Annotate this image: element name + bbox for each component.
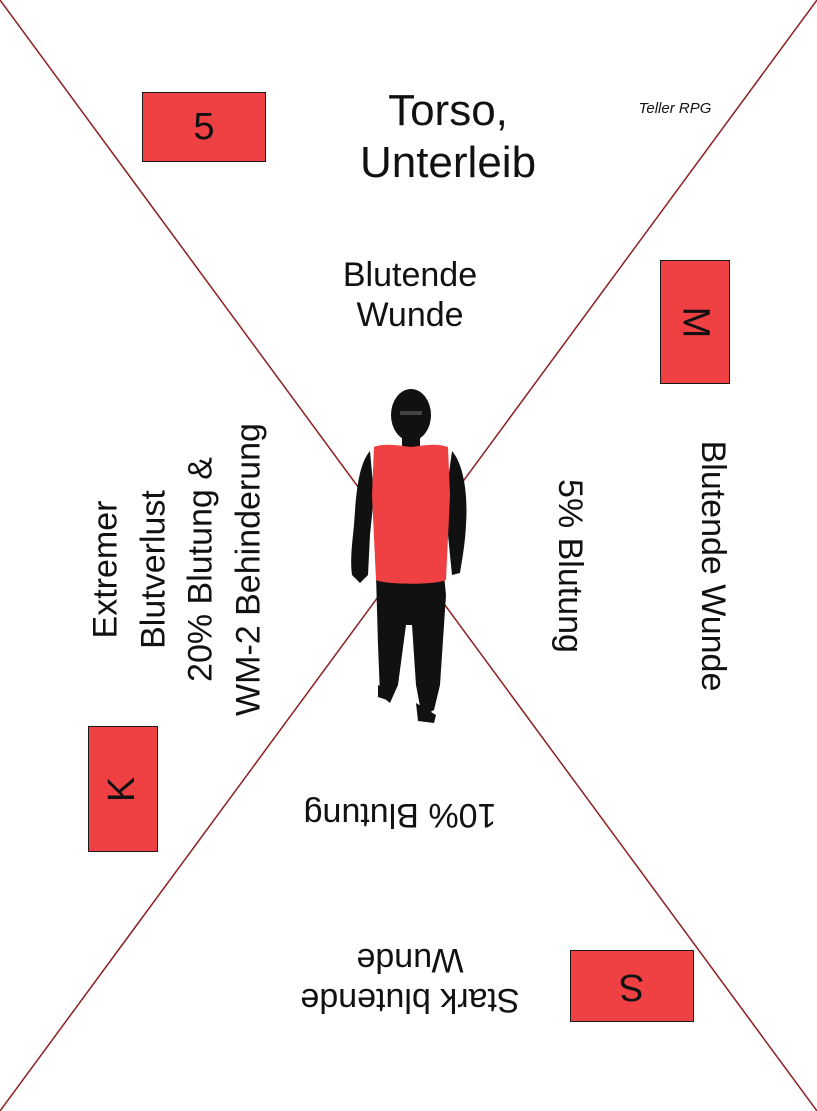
section-left-line4: WM-2 Behinderung	[229, 423, 268, 716]
section-top-line1: Blutende	[342, 256, 478, 294]
section-bottom-outer-line2: Wunde	[356, 940, 464, 979]
section-bottom-inner-text: 10% Blutung	[303, 796, 497, 834]
section-top-line2: Wunde	[356, 296, 464, 335]
section-left-text: Extremer Blutverlust 20% Blutung & WM-2 …	[83, 380, 278, 760]
brand-label: Teller RPG	[638, 100, 712, 117]
marker-m-box: M	[660, 260, 730, 384]
marker-m-label: M	[674, 306, 717, 338]
section-bottom-outer-text: Stark blutende Wunde	[280, 935, 540, 1020]
marker-k-label: K	[101, 776, 144, 802]
card-title-line2: Unterleib	[359, 137, 537, 187]
section-left-line3: 20% Blutung &	[181, 457, 220, 682]
section-right-outer-text: Blutende Wunde	[694, 440, 732, 692]
marker-s-label: S	[619, 965, 645, 1008]
section-bottom-outer-line1: Stark blutende	[300, 981, 520, 1019]
card-number: 5	[193, 105, 215, 148]
section-top-text: Blutende Wunde	[300, 255, 520, 335]
card-title-line1: Torso,	[388, 86, 508, 135]
section-left-line2: Blutverlust	[134, 490, 173, 649]
marker-k-box: K	[88, 726, 158, 852]
section-right-inner-text: 5% Blutung	[551, 479, 589, 653]
section-left-line1: Extremer	[86, 500, 125, 639]
walking-person-silhouette-icon	[351, 389, 467, 723]
marker-s-box: S	[570, 950, 694, 1022]
card-number-box: 5	[142, 92, 266, 162]
card-title: Torso, Unterleib	[318, 85, 578, 189]
